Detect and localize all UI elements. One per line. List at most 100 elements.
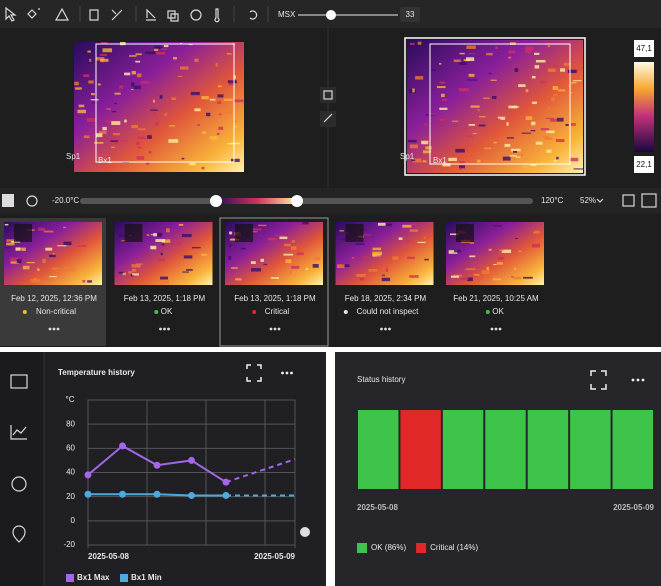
chevron[interactable] [596,198,604,203]
thermal-detail [251,268,261,272]
thermal-detail [161,48,168,51]
scale-min: 22,1 [636,160,652,169]
palette-tool[interactable] [190,9,202,21]
thermal-detail [459,52,465,55]
more-dot[interactable] [380,327,383,331]
copy-tool[interactable] [167,10,179,22]
more-dot[interactable] [290,371,293,375]
thermal-detail [131,264,141,268]
crop-tool[interactable] [89,9,99,21]
select-tool[interactable] [5,6,17,22]
more-dot[interactable] [636,378,640,382]
expand-icon[interactable] [246,364,262,382]
thermal-detail [201,253,207,256]
temp-tool[interactable] [214,8,220,23]
thermal-detail [124,119,127,123]
more-dot[interactable] [269,327,273,331]
view-icon[interactable] [622,194,635,207]
thermal-detail [233,75,236,79]
scroll-handle[interactable] [300,527,310,537]
thermal-detail [63,241,72,246]
panel-icon[interactable] [10,374,28,389]
auto-icon[interactable] [26,195,38,207]
range-handle[interactable] [210,195,222,207]
thermal-detail [159,280,169,284]
chart-icon[interactable] [10,425,27,440]
more-dot[interactable] [159,327,162,331]
more-dot[interactable] [273,327,277,331]
more-dot[interactable] [163,327,166,331]
thermal-detail [516,156,521,158]
thermal-detail [147,135,152,139]
thermal-detail [468,73,475,77]
thermal-detail [337,264,345,269]
zoom[interactable]: 52% [580,196,596,205]
more-dot[interactable] [52,327,56,331]
thermal-detail [131,124,139,129]
thermal-detail [355,243,365,245]
thermal-detail [356,273,366,277]
more-dot[interactable] [641,378,645,382]
thermal-detail [453,59,461,63]
msx-knob[interactable] [326,10,336,20]
more-dot[interactable] [388,327,391,331]
thermal-detail [571,123,576,126]
area-tool[interactable] [54,7,70,21]
msx-box [400,7,420,22]
thermal-detail [137,128,146,131]
compare-icon[interactable] [2,194,14,207]
spot-tool[interactable] [27,8,40,19]
thermal-detail [520,153,524,157]
status-dot [154,310,159,314]
more-dot[interactable] [494,327,498,331]
thermal-detail [531,101,537,105]
range-handle[interactable] [291,195,303,207]
thumb-info [456,224,474,242]
status-bar [358,410,399,489]
thermal-detail [372,253,381,257]
thermal-detail [291,265,300,269]
thermal-detail [470,105,480,108]
thermal-detail [296,252,304,256]
more-dot[interactable] [490,327,494,331]
button[interactable] [320,87,336,103]
image-frame [404,37,586,176]
thermal-detail [484,147,491,149]
more-dot[interactable] [56,327,60,331]
thermal-detail [518,84,526,88]
grid-icon[interactable] [641,193,657,208]
info-icon[interactable] [11,476,27,492]
thermal-detail [525,89,529,93]
thermal-detail [64,266,71,270]
thermal-detail [88,80,94,84]
more-dot[interactable] [384,327,387,331]
more-dot[interactable] [281,371,284,375]
thermal-detail [422,150,432,154]
point [188,456,195,464]
thermal-detail [160,252,163,256]
edit-tool[interactable] [111,9,123,21]
location-icon[interactable] [12,525,26,543]
more-dot[interactable] [167,327,170,331]
rotate-tool[interactable] [249,10,258,20]
more-dot[interactable] [48,327,52,331]
thermal-detail [569,81,577,84]
thumb-info [345,224,364,242]
more-dot[interactable] [277,327,281,331]
more-dot[interactable] [285,371,289,375]
thermal-detail [465,57,475,62]
thermal-detail [493,263,497,265]
y-unit: °C [66,395,75,404]
thermal-detail [218,113,222,116]
chart-tool[interactable] [146,8,156,21]
thermal-detail [493,141,497,144]
thermal-detail [458,167,462,170]
more-dot[interactable] [498,327,502,331]
thermal-detail [506,122,509,126]
button[interactable] [320,111,336,127]
thermal-detail [565,123,569,126]
expand-icon[interactable] [590,370,607,390]
more-dot[interactable] [631,378,635,382]
image-box [429,43,571,165]
